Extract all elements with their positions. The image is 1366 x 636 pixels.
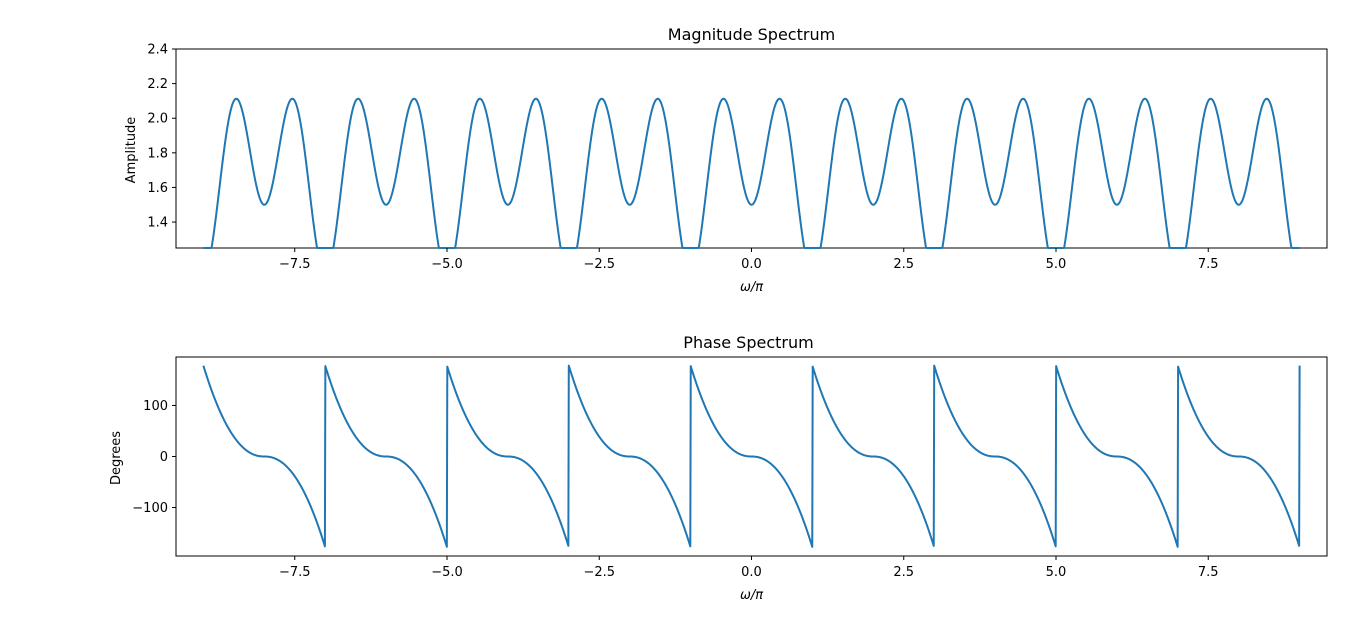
magnitude-x-tick-label: 0.0 bbox=[741, 257, 762, 272]
phase-y-tick-label: −100 bbox=[132, 501, 168, 516]
magnitude-x-axis-label: ω/π bbox=[740, 280, 763, 295]
phase-series-line bbox=[202, 364, 1301, 548]
phase-x-tick-label: 0.0 bbox=[741, 565, 762, 580]
magnitude-x-tick-label: 7.5 bbox=[1198, 257, 1219, 272]
phase-x-tick-label: 2.5 bbox=[893, 565, 914, 580]
magnitude-y-tick-label: 1.8 bbox=[147, 146, 168, 161]
magnitude-y-tick-label: 2.2 bbox=[147, 77, 168, 92]
magnitude-y-ticks: 1.4 1.6 1.8 2.0 2.2 2.4 bbox=[147, 43, 176, 231]
phase-y-tick-label: 0 bbox=[160, 450, 168, 465]
magnitude-y-tick-label: 2.4 bbox=[147, 43, 168, 58]
phase-x-tick-label: −2.5 bbox=[583, 565, 615, 580]
magnitude-series-line bbox=[202, 97, 1301, 249]
phase-y-axis-label: Degrees bbox=[109, 431, 124, 485]
phase-y-ticks: −100 0 100 bbox=[132, 399, 176, 516]
magnitude-y-tick-label: 1.6 bbox=[147, 181, 168, 196]
phase-x-tick-label: −5.0 bbox=[431, 565, 463, 580]
magnitude-x-tick-label: −5.0 bbox=[431, 257, 463, 272]
phase-x-ticks: −7.5 −5.0 −2.5 0.0 2.5 5.0 7.5 bbox=[279, 556, 1219, 580]
magnitude-y-axis-label: Amplitude bbox=[124, 117, 139, 184]
phase-x-axis-label: ω/π bbox=[740, 588, 763, 603]
magnitude-x-tick-label: −7.5 bbox=[279, 257, 311, 272]
magnitude-x-ticks: −7.5 −5.0 −2.5 0.0 2.5 5.0 7.5 bbox=[279, 248, 1219, 272]
magnitude-subplot: Magnitude Spectrum −7.5 −5.0 −2.5 0.0 2.5 5.0… bbox=[124, 25, 1328, 295]
magnitude-axes-frame bbox=[175, 48, 1328, 249]
phase-x-tick-label: −7.5 bbox=[279, 565, 311, 580]
phase-x-tick-label: 7.5 bbox=[1198, 565, 1219, 580]
magnitude-x-tick-label: −2.5 bbox=[583, 257, 615, 272]
phase-x-tick-label: 5.0 bbox=[1046, 565, 1067, 580]
magnitude-y-tick-label: 2.0 bbox=[147, 112, 168, 127]
magnitude-y-tick-label: 1.4 bbox=[147, 216, 168, 231]
magnitude-x-tick-label: 5.0 bbox=[1046, 257, 1067, 272]
magnitude-x-tick-label: 2.5 bbox=[893, 257, 914, 272]
phase-subplot: Phase Spectrum −7.5 −5.0 −2.5 0.0 2.5 5.0 7.5 … bbox=[109, 333, 1328, 603]
phase-title: Phase Spectrum bbox=[683, 333, 813, 352]
magnitude-title: Magnitude Spectrum bbox=[668, 25, 835, 44]
phase-y-tick-label: 100 bbox=[143, 399, 168, 414]
